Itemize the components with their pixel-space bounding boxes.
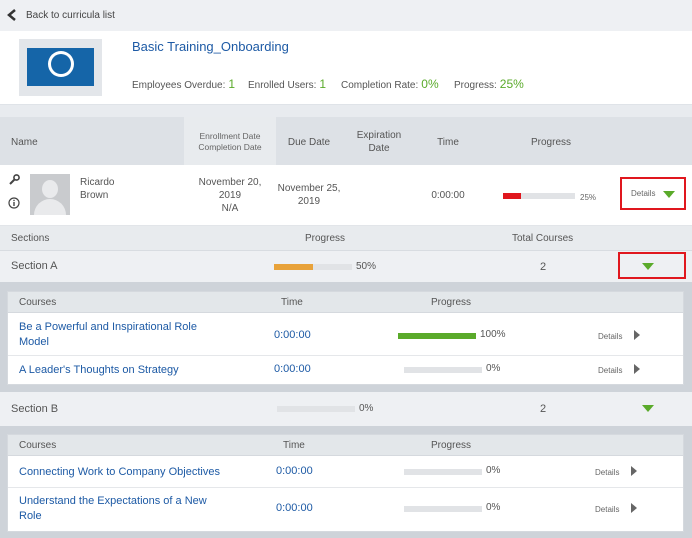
progress-stat: Progress: 25% (454, 77, 524, 91)
section-total-courses: 2 (540, 403, 547, 415)
table-header: Name Enrollment Date Completion Date Due … (0, 117, 692, 165)
course-time: 0:00:00 (276, 502, 313, 514)
header-name[interactable]: Name (11, 137, 38, 148)
sections-header-total: Total Courses (512, 233, 574, 244)
section-row[interactable]: Section A 50% 2 (0, 251, 692, 282)
chevron-right-icon[interactable] (634, 330, 640, 340)
section-row[interactable]: Section B 0% 2 (0, 392, 692, 426)
time-header[interactable]: Time (283, 440, 305, 451)
enrollment-date: November 20, 2019 N/A (198, 177, 262, 214)
due-date: November 25, 2019 (277, 183, 341, 207)
wrench-icon[interactable] (8, 174, 20, 186)
sections-header: Sections Progress Total Courses (0, 226, 692, 251)
user-progress-bar (503, 193, 575, 199)
user-time: 0:00:00 (431, 190, 465, 201)
chevron-right-icon[interactable] (631, 503, 637, 513)
course-progress-percent: 0% (486, 465, 501, 476)
user-details-link[interactable]: Details (631, 189, 656, 198)
section-total-courses: 2 (540, 261, 547, 273)
course-progress-percent: 0% (486, 502, 501, 513)
course-progress-bar (404, 506, 482, 512)
curriculum-title[interactable]: Basic Training_Onboarding (132, 39, 289, 54)
course-progress-fill (398, 333, 476, 339)
table-row: Connecting Work to Company Objectives 0:… (8, 457, 683, 488)
time-header[interactable]: Time (281, 297, 303, 308)
course-progress-bar (404, 469, 482, 475)
course-details-link[interactable]: Details (598, 332, 623, 341)
course-title-link[interactable]: Be a Powerful and Inspirational Role Mode… (19, 321, 197, 348)
section-progress-fill (274, 264, 313, 270)
progress-header: Progress (431, 297, 472, 308)
chevron-left-icon[interactable] (7, 9, 17, 21)
course-time: 0:00:00 (276, 465, 313, 477)
employees-overdue-stat: Employees Overdue: 1 (132, 77, 236, 91)
course-details-link[interactable]: Details (595, 505, 620, 514)
courses-header[interactable]: Courses (19, 297, 57, 308)
back-to-curricula-link[interactable]: Back to curricula list (26, 10, 115, 21)
table-row: Ricardo Brown November 20, 2019 N/A Novembe… (0, 165, 692, 226)
section-a-courses-table: Courses Time Progress Be a Powerful and … (7, 291, 684, 385)
expand-triangle-icon[interactable] (663, 191, 675, 198)
table-row: Be a Powerful and Inspirational Role Mode… (8, 314, 683, 356)
course-details-link[interactable]: Details (598, 366, 623, 375)
details-highlight (620, 177, 686, 210)
user-progress-fill (503, 193, 521, 199)
section-expand-highlight (618, 252, 686, 279)
avatar (30, 174, 70, 215)
section-progress-bar (274, 264, 352, 270)
progress-header: Progress (431, 440, 472, 451)
courses-header[interactable]: Courses (19, 440, 57, 451)
chevron-right-icon[interactable] (634, 364, 640, 374)
section-name: Section B (11, 403, 59, 415)
expand-triangle-icon[interactable] (642, 405, 654, 412)
table-row: Understand the Expectations of a New Role… (8, 488, 683, 532)
course-progress-percent: 100% (480, 329, 506, 340)
course-title-link[interactable]: Connecting Work to Company Objectives (19, 466, 220, 478)
header-enrollment-date[interactable]: Enrollment Date Completion Date (198, 131, 262, 152)
user-name: Ricardo Brown (80, 177, 115, 201)
header-time[interactable]: Time (437, 137, 459, 148)
course-title-link[interactable]: A Leader's Thoughts on Strategy (19, 364, 179, 376)
course-progress-percent: 0% (486, 363, 501, 374)
course-details-link[interactable]: Details (595, 468, 620, 477)
section-progress-bar (277, 406, 355, 412)
back-bar: Back to curricula list (0, 0, 692, 31)
header-expiration-date[interactable]: Expiration Date (356, 130, 402, 154)
user-progress-percent: 25% (580, 193, 597, 202)
curriculum-header: Basic Training_Onboarding Employees Over… (0, 31, 692, 105)
expand-triangle-icon[interactable] (642, 263, 654, 270)
course-time: 0:00:00 (274, 329, 311, 341)
curriculum-thumbnail (19, 39, 102, 96)
section-progress-percent: 50% (356, 261, 377, 272)
chevron-right-icon[interactable] (631, 466, 637, 476)
course-time: 0:00:00 (274, 363, 311, 375)
course-progress-bar (404, 367, 482, 373)
course-title-link[interactable]: Understand the Expectations of a New Role (19, 495, 207, 522)
info-icon[interactable] (8, 197, 20, 209)
section-name: Section A (11, 260, 58, 272)
course-progress-bar (398, 333, 476, 339)
section-progress-percent: 0% (359, 403, 374, 414)
header-due-date[interactable]: Due Date (287, 137, 331, 148)
sections-header-progress: Progress (305, 233, 346, 244)
section-b-courses-table: Courses Time Progress Connecting Work to… (7, 434, 684, 532)
header-progress: Progress (530, 137, 571, 148)
completion-rate-stat: Completion Rate: 0% (341, 77, 439, 91)
sections-header-label: Sections (11, 233, 50, 244)
table-row: A Leader's Thoughts on Strategy 0:00:00 … (8, 356, 683, 385)
enrolled-users-stat: Enrolled Users: 1 (248, 77, 327, 91)
